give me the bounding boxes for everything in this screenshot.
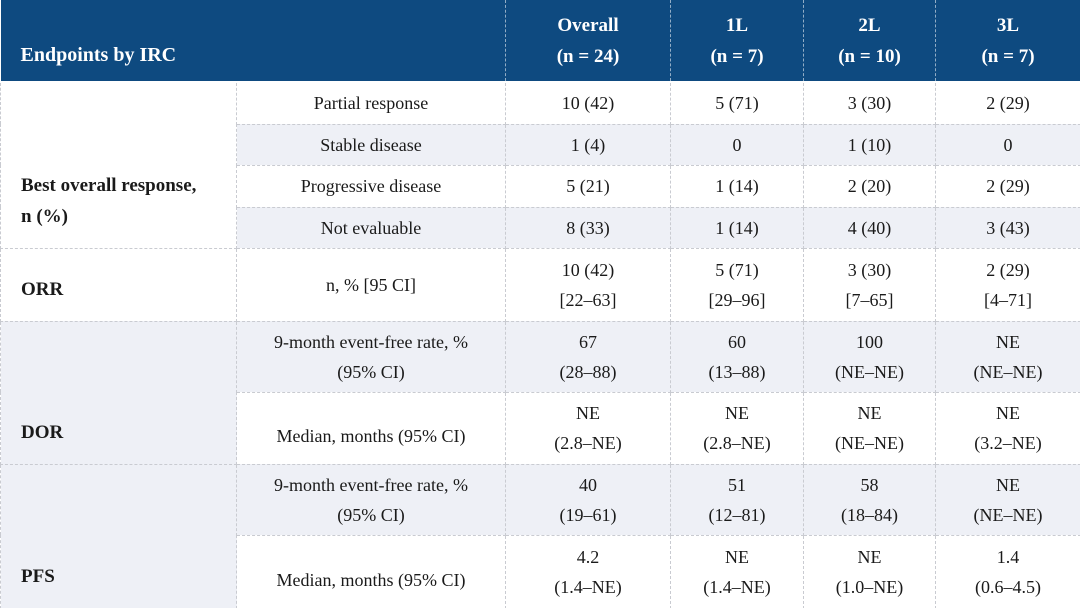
data-cell: 60 (13–88) [670, 320, 804, 393]
data-cell: 2 (29) [935, 164, 1080, 208]
table-row: Median, months (95% CI) NE (2.8–NE) NE (… [1, 391, 1080, 465]
data-cell: NE (NE–NE) [935, 320, 1080, 393]
data-cell: 40 (19–61) [505, 463, 671, 536]
data-cell: 3 (30) [803, 81, 936, 125]
row-sublabel: Median, months (95% CI) [236, 534, 506, 608]
data-cell: 10 (42) [505, 81, 671, 125]
col-header-3l: 3L (n = 7) [935, 0, 1080, 83]
data-cell: 0 [670, 123, 804, 166]
row-sublabel: Stable disease [236, 123, 506, 166]
data-cell: 10 (42) [22–63] [505, 247, 671, 322]
data-cell: NE (2.8–NE) [670, 391, 804, 465]
row-sublabel: Not evaluable [236, 206, 506, 249]
table-row: Stable disease 1 (4) 0 1 (10) 0 [1, 123, 1080, 166]
col-header-2l: 2L (n = 10) [803, 0, 936, 83]
data-cell: NE (2.8–NE) [505, 391, 671, 465]
data-cell: NE (NE–NE) [803, 391, 936, 465]
data-cell: 1 (10) [803, 123, 936, 166]
group-label-orr: ORR [0, 247, 237, 322]
data-cell: 0 [935, 123, 1080, 166]
table-row: PFS 9-month event-free rate, % (95% CI) … [0, 463, 1080, 608]
data-cell: 67 (28–88) [505, 320, 671, 393]
table-title: Endpoints by IRC [0, 0, 506, 83]
data-cell: 1.4 (0.6–4.5) [935, 534, 1080, 608]
data-cell: 5 (71) [29–96] [670, 247, 804, 322]
table-header: Endpoints by IRC Overall (n = 24) 1L (n … [0, 0, 1080, 83]
data-cell: 100 (NE–NE) [803, 320, 936, 393]
data-cell: 3 (30) [7–65] [803, 247, 936, 322]
table-row: ORR n, % [95 CI] 10 (42) [22–63] 5 (71) … [0, 247, 1080, 322]
table-row: Not evaluable 8 (33) 1 (14) 4 (40) 3 (43… [1, 206, 1080, 249]
data-cell: 5 (21) [505, 164, 671, 208]
group-label-best-overall-response: Best overall response, n (%) [0, 81, 237, 249]
data-cell: 2 (29) [4–71] [935, 247, 1080, 322]
row-sublabel: 9-month event-free rate, % (95% CI) [236, 320, 506, 393]
data-cell: NE (1.0–NE) [803, 534, 936, 608]
row-sublabel: Median, months (95% CI) [236, 391, 506, 465]
data-cell: NE (1.4–NE) [670, 534, 804, 608]
col-header-overall: Overall (n = 24) [505, 0, 671, 83]
data-cell: 4.2 (1.4–NE) [505, 534, 671, 608]
table-row: Progressive disease 5 (21) 1 (14) 2 (20)… [1, 164, 1080, 208]
row-sublabel: Partial response [236, 81, 506, 125]
row-sublabel: n, % [95 CI] [236, 247, 506, 322]
data-cell: 1 (14) [670, 164, 804, 208]
data-cell: 3 (43) [935, 206, 1080, 249]
table-row: Median, months (95% CI) 4.2 (1.4–NE) NE … [1, 534, 1080, 608]
col-header-1l: 1L (n = 7) [670, 0, 804, 83]
data-cell: 1 (4) [505, 123, 671, 166]
data-cell: 4 (40) [803, 206, 936, 249]
table-row: DOR 9-month event-free rate, % (95% CI) … [0, 320, 1080, 465]
data-cell: 5 (71) [670, 81, 804, 125]
row-sublabel: Progressive disease [236, 164, 506, 208]
group-label-pfs: PFS [0, 463, 237, 608]
data-cell: 2 (20) [803, 164, 936, 208]
row-sublabel: 9-month event-free rate, % (95% CI) [236, 463, 506, 536]
data-cell: NE (3.2–NE) [935, 391, 1080, 465]
data-cell: 1 (14) [670, 206, 804, 249]
data-cell: 8 (33) [505, 206, 671, 249]
data-cell: 58 (18–84) [803, 463, 936, 536]
data-cell: 51 (12–81) [670, 463, 804, 536]
table-row: Best overall response, n (%) Partial res… [0, 81, 1080, 249]
data-cell: NE (NE–NE) [935, 463, 1080, 536]
data-cell: 2 (29) [935, 81, 1080, 125]
group-label-dor: DOR [0, 320, 237, 465]
